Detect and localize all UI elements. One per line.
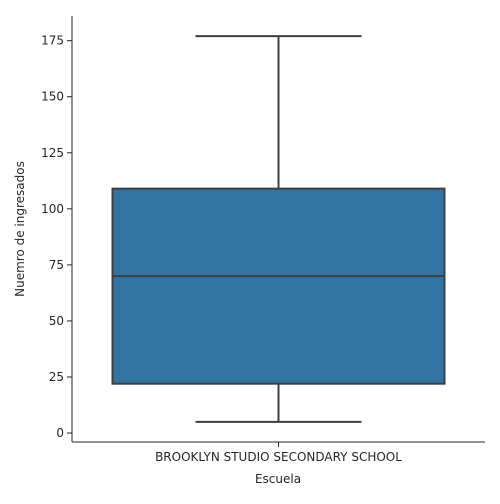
y-tick-label: 175 bbox=[41, 34, 64, 48]
y-tick-label: 100 bbox=[41, 202, 64, 216]
y-tick-label: 125 bbox=[41, 146, 64, 160]
y-tick-label: 0 bbox=[56, 426, 64, 440]
y-tick-label: 150 bbox=[41, 90, 64, 104]
y-axis-title: Nuemro de ingresados bbox=[13, 161, 27, 297]
x-axis-title: Escuela bbox=[255, 472, 301, 486]
y-tick-label: 75 bbox=[49, 258, 64, 272]
y-tick-label: 50 bbox=[49, 314, 64, 328]
iqr-box bbox=[111, 187, 446, 385]
labels-layer: Escuela Nuemro de ingresados 0 25 50 75 100 1… bbox=[13, 34, 402, 486]
axes-layer bbox=[67, 16, 485, 447]
y-tick-label: 25 bbox=[49, 370, 64, 384]
x-tick-label: BROOKLYN STUDIO SECONDARY SCHOOL bbox=[155, 450, 402, 464]
marks-layer bbox=[111, 35, 446, 423]
